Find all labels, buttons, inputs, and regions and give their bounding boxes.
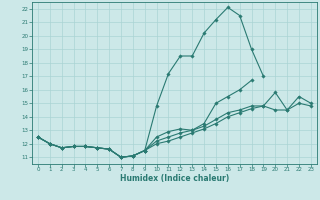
X-axis label: Humidex (Indice chaleur): Humidex (Indice chaleur) xyxy=(120,174,229,183)
